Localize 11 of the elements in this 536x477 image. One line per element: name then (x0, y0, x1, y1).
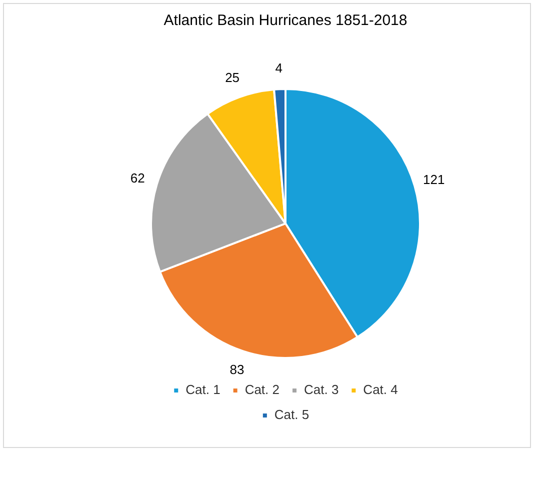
data-label: 121 (423, 172, 445, 188)
data-label: 25 (225, 70, 240, 86)
legend-label: Cat. 4 (363, 382, 398, 398)
chart-title: Atlantic Basin Hurricanes 1851-2018 (164, 12, 408, 30)
legend-label: Cat. 3 (304, 382, 339, 398)
data-label: 4 (275, 60, 283, 76)
legend-label: Cat. 2 (244, 382, 280, 398)
data-label: 83 (230, 362, 244, 377)
data-label: 62 (130, 170, 145, 186)
legend-label: Cat. 5 (274, 407, 310, 422)
legend-label: Cat. 1 (186, 382, 220, 398)
